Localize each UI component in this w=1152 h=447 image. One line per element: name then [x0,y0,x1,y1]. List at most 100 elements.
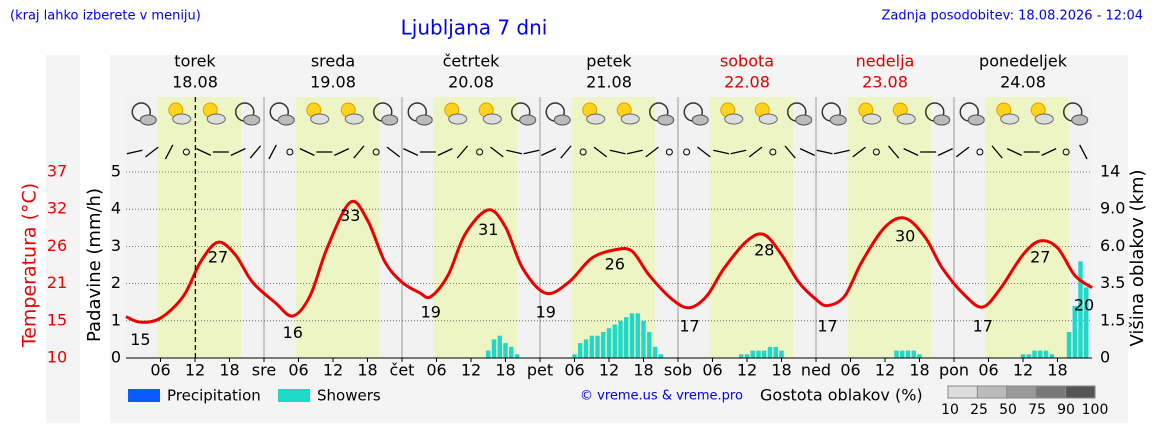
wind-barb [748,146,763,158]
y2-axis-title: Višina oblakov (km) [1127,169,1148,346]
day-date: 19.08 [310,73,356,92]
x-tick-label: 12 [1013,361,1033,380]
y2-tick-label: 3.5 [1100,273,1125,292]
cloud-legend-tick: 90 [1057,402,1075,418]
shower-bar [583,339,589,358]
x-tick-label: 06 [564,361,584,380]
shower-bar [1084,287,1089,358]
x-tick-label: 12 [461,361,481,380]
wind-barb [456,145,469,159]
cloud-icon [967,114,985,126]
shower-bar [486,350,491,358]
shower-bar [1066,331,1072,358]
shower-bar [612,324,617,358]
day-name: sreda [311,52,355,71]
cloud-legend-tick: 100 [1082,402,1109,418]
wind-calm [1062,148,1070,156]
x-tick-label: sob [664,361,692,380]
wind-barb [560,145,572,159]
cloud-icon [829,114,847,126]
shower-bar [601,331,606,358]
y-tick-label: 0 [111,348,121,367]
x-tick-label: 06 [426,361,446,380]
wind-barb [196,148,212,156]
temp-extreme-label: 33 [340,206,360,225]
note: (kraj lahko izberete v meniju) [10,9,201,24]
cloud-legend-tick: 25 [970,402,988,418]
left-panel [46,55,80,423]
x-tick-label: 12 [599,361,619,380]
daylight-band [985,97,1069,358]
x-tick-label: 06 [840,361,860,380]
temp-tick-label: 15 [47,310,67,329]
shower-bar [1032,350,1037,358]
x-tick-label: 06 [702,361,722,380]
shower-bar [744,354,750,358]
cloud-icon [310,113,330,125]
temperature-line [125,199,1093,324]
wind-calm [372,148,380,156]
x-tick-label: 18 [1047,361,1067,380]
wind-barb [887,145,900,159]
shower-bar [1049,354,1054,358]
day-name: sobota [720,52,774,71]
shower-bar [606,328,612,358]
shower-bar [497,335,502,358]
cloud-icon [862,113,882,125]
day-name: ponedeljek [979,52,1068,71]
x-tick-label: sre [252,361,276,380]
cloud-icon [933,114,951,126]
wind-barb [1006,148,1022,156]
daylight-band [433,97,517,358]
wind-barb [403,148,419,156]
legend-label: Precipitation [167,387,261,405]
shower-bar [514,354,520,358]
cloud-swatch [947,385,978,399]
cloud-icon [381,114,399,126]
wind-barb [833,149,850,155]
daylight-band [709,97,793,358]
shower-bar [641,320,646,358]
shower-bar [750,350,755,358]
title: Ljubljana 7 dni [401,16,548,40]
y2-tick-label: 9.0 [1100,199,1125,218]
temp-extreme-label: 27 [208,247,228,266]
cloud-icon [1000,113,1020,125]
shower-bar [905,350,911,358]
shower-bar [572,354,577,358]
temp-tick-label: 26 [47,236,67,255]
shower-bar [779,350,784,358]
day-name: četrtek [443,52,501,71]
x-tick-label: 18 [633,361,653,380]
temp-extreme-label: 28 [754,241,774,260]
y2-tick-label: 14 [1100,162,1120,181]
shower-bar [900,350,905,358]
wind-barb [268,144,277,160]
x-tick-label: 18 [357,361,377,380]
wind-barb [506,149,523,155]
wind-barb [784,145,796,159]
cloud-swatch [1006,385,1037,399]
shower-bar [1078,261,1083,358]
wind-barb [353,145,365,159]
shower-bar [911,350,916,358]
wind-barb [713,149,730,155]
cloud-icon [724,113,744,125]
y-tick-label: 4 [111,199,121,218]
x-tick-label: 12 [185,361,205,380]
y2-tick-label: 0 [1100,348,1110,367]
wind-calm [665,148,673,156]
wind-barb [903,148,919,156]
y-axis-title: Padavine (mm/h) [84,188,105,342]
x-tick-label: 18 [909,361,929,380]
temp-extreme-label: 19 [536,303,556,322]
wind-calm [286,148,294,156]
y-tick-label: 3 [111,236,121,255]
credit: © vreme.us & vreme.pro [580,389,743,404]
shower-bar [509,346,514,358]
day-name: torek [174,52,216,71]
x-tick-label: 12 [875,361,895,380]
x-tick-label: 18 [771,361,791,380]
wind-barb [645,146,659,158]
wind-barb [164,144,174,160]
